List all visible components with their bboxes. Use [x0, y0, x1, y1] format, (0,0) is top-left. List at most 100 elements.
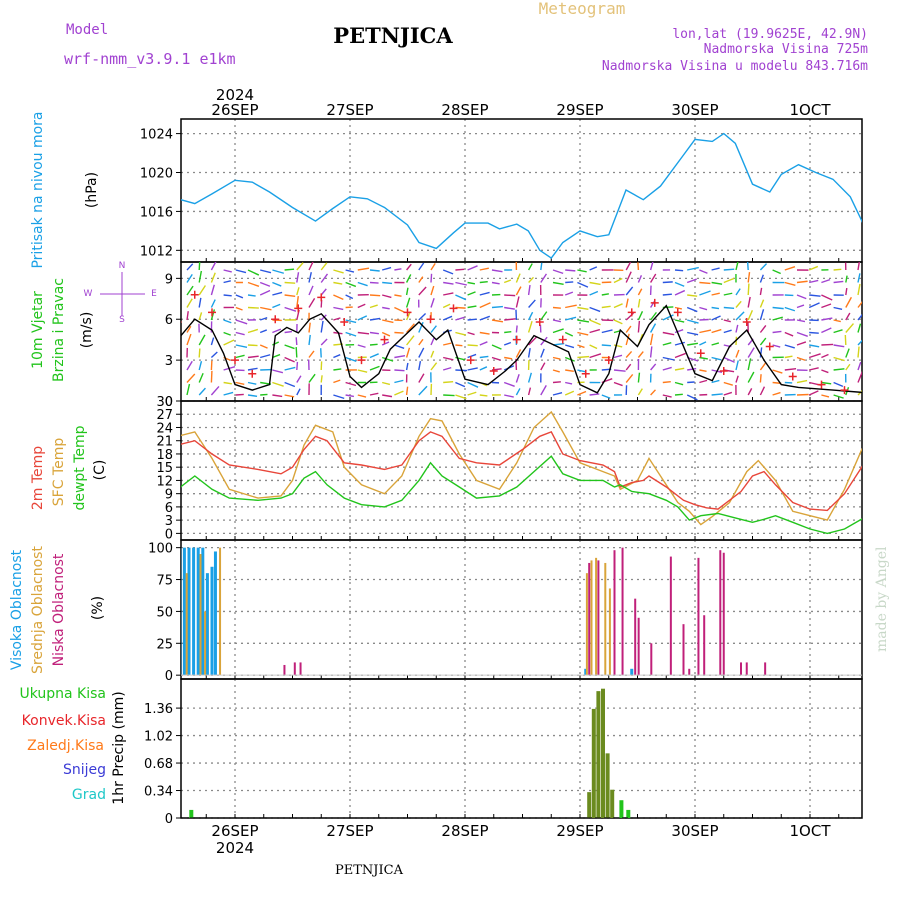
wind-arrow	[649, 323, 657, 333]
wind-arrow	[382, 294, 392, 299]
year-top-label: 2024	[216, 86, 254, 104]
cloud-low-label: Niska Oblacnost	[51, 553, 67, 666]
wind-arrow	[552, 328, 564, 334]
wind-arrow	[345, 294, 354, 300]
wind-arrow	[613, 277, 623, 284]
wind-arrow	[320, 375, 323, 383]
temp-sfc-line	[181, 410, 862, 526]
wind-arrow	[687, 319, 699, 324]
wind-arrow	[394, 344, 405, 349]
wind-arrow	[601, 305, 611, 309]
wind-arrow	[577, 281, 589, 288]
wind-arrow	[674, 381, 684, 386]
coords-label: lon,lat (19.9625E, 42.9N)	[672, 27, 868, 42]
wind-gust-marker	[208, 308, 216, 317]
wind-arrow	[601, 344, 611, 347]
wind-arrow	[577, 369, 586, 373]
wind-arrow	[662, 394, 672, 398]
y-tick-label: 27	[156, 408, 173, 423]
wind-arrow	[406, 335, 415, 346]
compass-e: E	[151, 289, 157, 299]
panel-wind: 0 3 6 9	[165, 261, 863, 410]
wind-arrow	[223, 319, 232, 324]
wind-arrow	[747, 347, 755, 358]
wind-arrow	[759, 337, 767, 346]
wind-arrow	[540, 262, 543, 271]
wind-arrow	[345, 331, 357, 337]
wind-arrow	[296, 388, 301, 396]
wind-arrow	[857, 262, 861, 271]
precip-bar	[619, 800, 624, 818]
wind-arrow	[394, 306, 405, 313]
station-title: PETNJICA	[333, 23, 453, 48]
wind-arrow	[186, 383, 191, 396]
cloud-bar	[293, 662, 296, 676]
wind-arrow	[845, 312, 851, 321]
wind-arrow	[394, 379, 404, 384]
y-tick-label: 15	[156, 461, 173, 476]
wind-gust-marker	[340, 317, 349, 326]
y-tick-label: 24	[156, 421, 173, 436]
wind-arrow	[711, 342, 720, 346]
wind-arrow	[272, 328, 282, 334]
wind-arrow	[467, 331, 475, 336]
wind-arrow	[333, 294, 344, 301]
wind-arrow	[272, 394, 283, 398]
y-tick-label: 1020	[140, 167, 173, 182]
wind-gust-marker	[788, 372, 797, 381]
cloud-bar	[597, 560, 600, 676]
wind-gust-marker	[380, 335, 389, 344]
cloud-bar	[201, 547, 205, 676]
cloud-bar	[634, 598, 637, 676]
wind-gust-marker	[742, 317, 751, 326]
wind-arrow	[759, 263, 768, 271]
wind-arrow	[527, 284, 531, 296]
compass-n: N	[119, 261, 126, 271]
cloud-bar	[588, 562, 591, 676]
wind-arrow	[345, 381, 357, 387]
wind-arrow	[443, 281, 454, 285]
wind-arrow	[845, 296, 853, 308]
cloud-bar	[740, 662, 742, 676]
wind-arrow	[650, 311, 657, 321]
wind-arrow	[295, 347, 298, 358]
wind-arrow	[259, 316, 268, 321]
wind-arrow	[235, 381, 245, 386]
precip-legend-3: Snijeg	[63, 762, 106, 778]
cloud-bar	[199, 554, 202, 676]
wind-arrow	[369, 343, 378, 346]
wind-arrow	[808, 390, 819, 396]
wind-arrow	[345, 281, 357, 288]
wind-arrow	[565, 381, 573, 385]
wind-arrow	[759, 347, 763, 358]
panel-frame	[180, 400, 863, 541]
wind-arrow	[491, 319, 504, 323]
y-tick-label: 3	[165, 354, 173, 369]
wind-arrow	[467, 291, 476, 296]
wind-arrow	[746, 262, 749, 271]
wind-arrow	[357, 303, 366, 309]
y-tick-label: 75	[156, 574, 173, 589]
wind-arrow	[198, 387, 206, 396]
wind-arrow	[821, 278, 831, 284]
wind-arrow	[821, 317, 833, 321]
wind-arrow	[430, 298, 435, 308]
y-tick-label: 1.02	[144, 730, 173, 745]
wind-arrow	[809, 331, 819, 334]
wind-arrow	[772, 391, 781, 396]
wind-arrow	[382, 319, 394, 324]
wind-arrow	[699, 341, 707, 346]
wind-arrow	[455, 381, 466, 388]
wind-gust-marker	[512, 335, 521, 344]
wind-gust-marker	[317, 293, 326, 302]
wind-arrow	[247, 294, 256, 297]
wind-arrow	[528, 276, 534, 283]
panel-frame	[180, 118, 863, 263]
wind-arrow	[235, 319, 248, 325]
wind-axis-label-2: Brzina i Pravac	[51, 278, 67, 382]
pressure-axis-label: Pritisak na nivou mora	[30, 111, 46, 268]
wind-arrow	[674, 329, 684, 334]
temp-dewpt-line	[181, 455, 862, 535]
wind-arrow	[699, 379, 708, 384]
wind-arrow	[723, 329, 732, 334]
